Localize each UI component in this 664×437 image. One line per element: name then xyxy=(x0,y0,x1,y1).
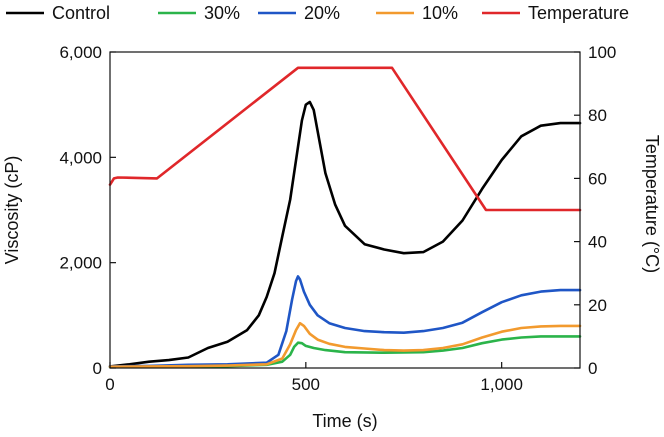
y-tick-label: 6,000 xyxy=(59,43,102,62)
legend: Control 30% 20% 10% Temperature xyxy=(6,3,629,23)
series-line-temperature xyxy=(108,66,582,212)
x-tick-label: 0 xyxy=(105,375,114,394)
y2-tick-label: 60 xyxy=(588,169,607,188)
plot-frame xyxy=(109,51,581,369)
y-tick-label: 2,000 xyxy=(59,254,102,273)
legend-label-control: Control xyxy=(52,3,110,23)
x-tick-label: 1,000 xyxy=(480,375,523,394)
x-axis-title: Time (s) xyxy=(312,411,377,431)
y-tick-label: 4,000 xyxy=(59,148,102,167)
axis-ticks: 0 500 1,000 0 2,000 4,000 6,000 0 20 40 60 80 100 xyxy=(59,43,616,394)
series-line-20 xyxy=(108,275,582,368)
y2-tick-label: 80 xyxy=(588,106,607,125)
y2-tick-label: 100 xyxy=(588,43,616,62)
plot-area xyxy=(108,66,582,369)
y2-axis-title: Temperature (°C) xyxy=(642,135,662,273)
y2-tick-label: 40 xyxy=(588,233,607,252)
series-line-30 xyxy=(108,335,582,369)
legend-label-30: 30% xyxy=(204,3,240,23)
series-line-control xyxy=(108,100,582,368)
legend-label-20: 20% xyxy=(304,3,340,23)
y-tick-label: 0 xyxy=(93,359,102,378)
series-line-10 xyxy=(108,321,582,369)
legend-label-temperature: Temperature xyxy=(528,3,629,23)
x-tick-label: 500 xyxy=(292,375,320,394)
y-axis-title: Viscosity (cP) xyxy=(2,156,22,265)
y2-tick-label: 0 xyxy=(588,359,597,378)
legend-label-10: 10% xyxy=(422,3,458,23)
y2-tick-label: 20 xyxy=(588,296,607,315)
